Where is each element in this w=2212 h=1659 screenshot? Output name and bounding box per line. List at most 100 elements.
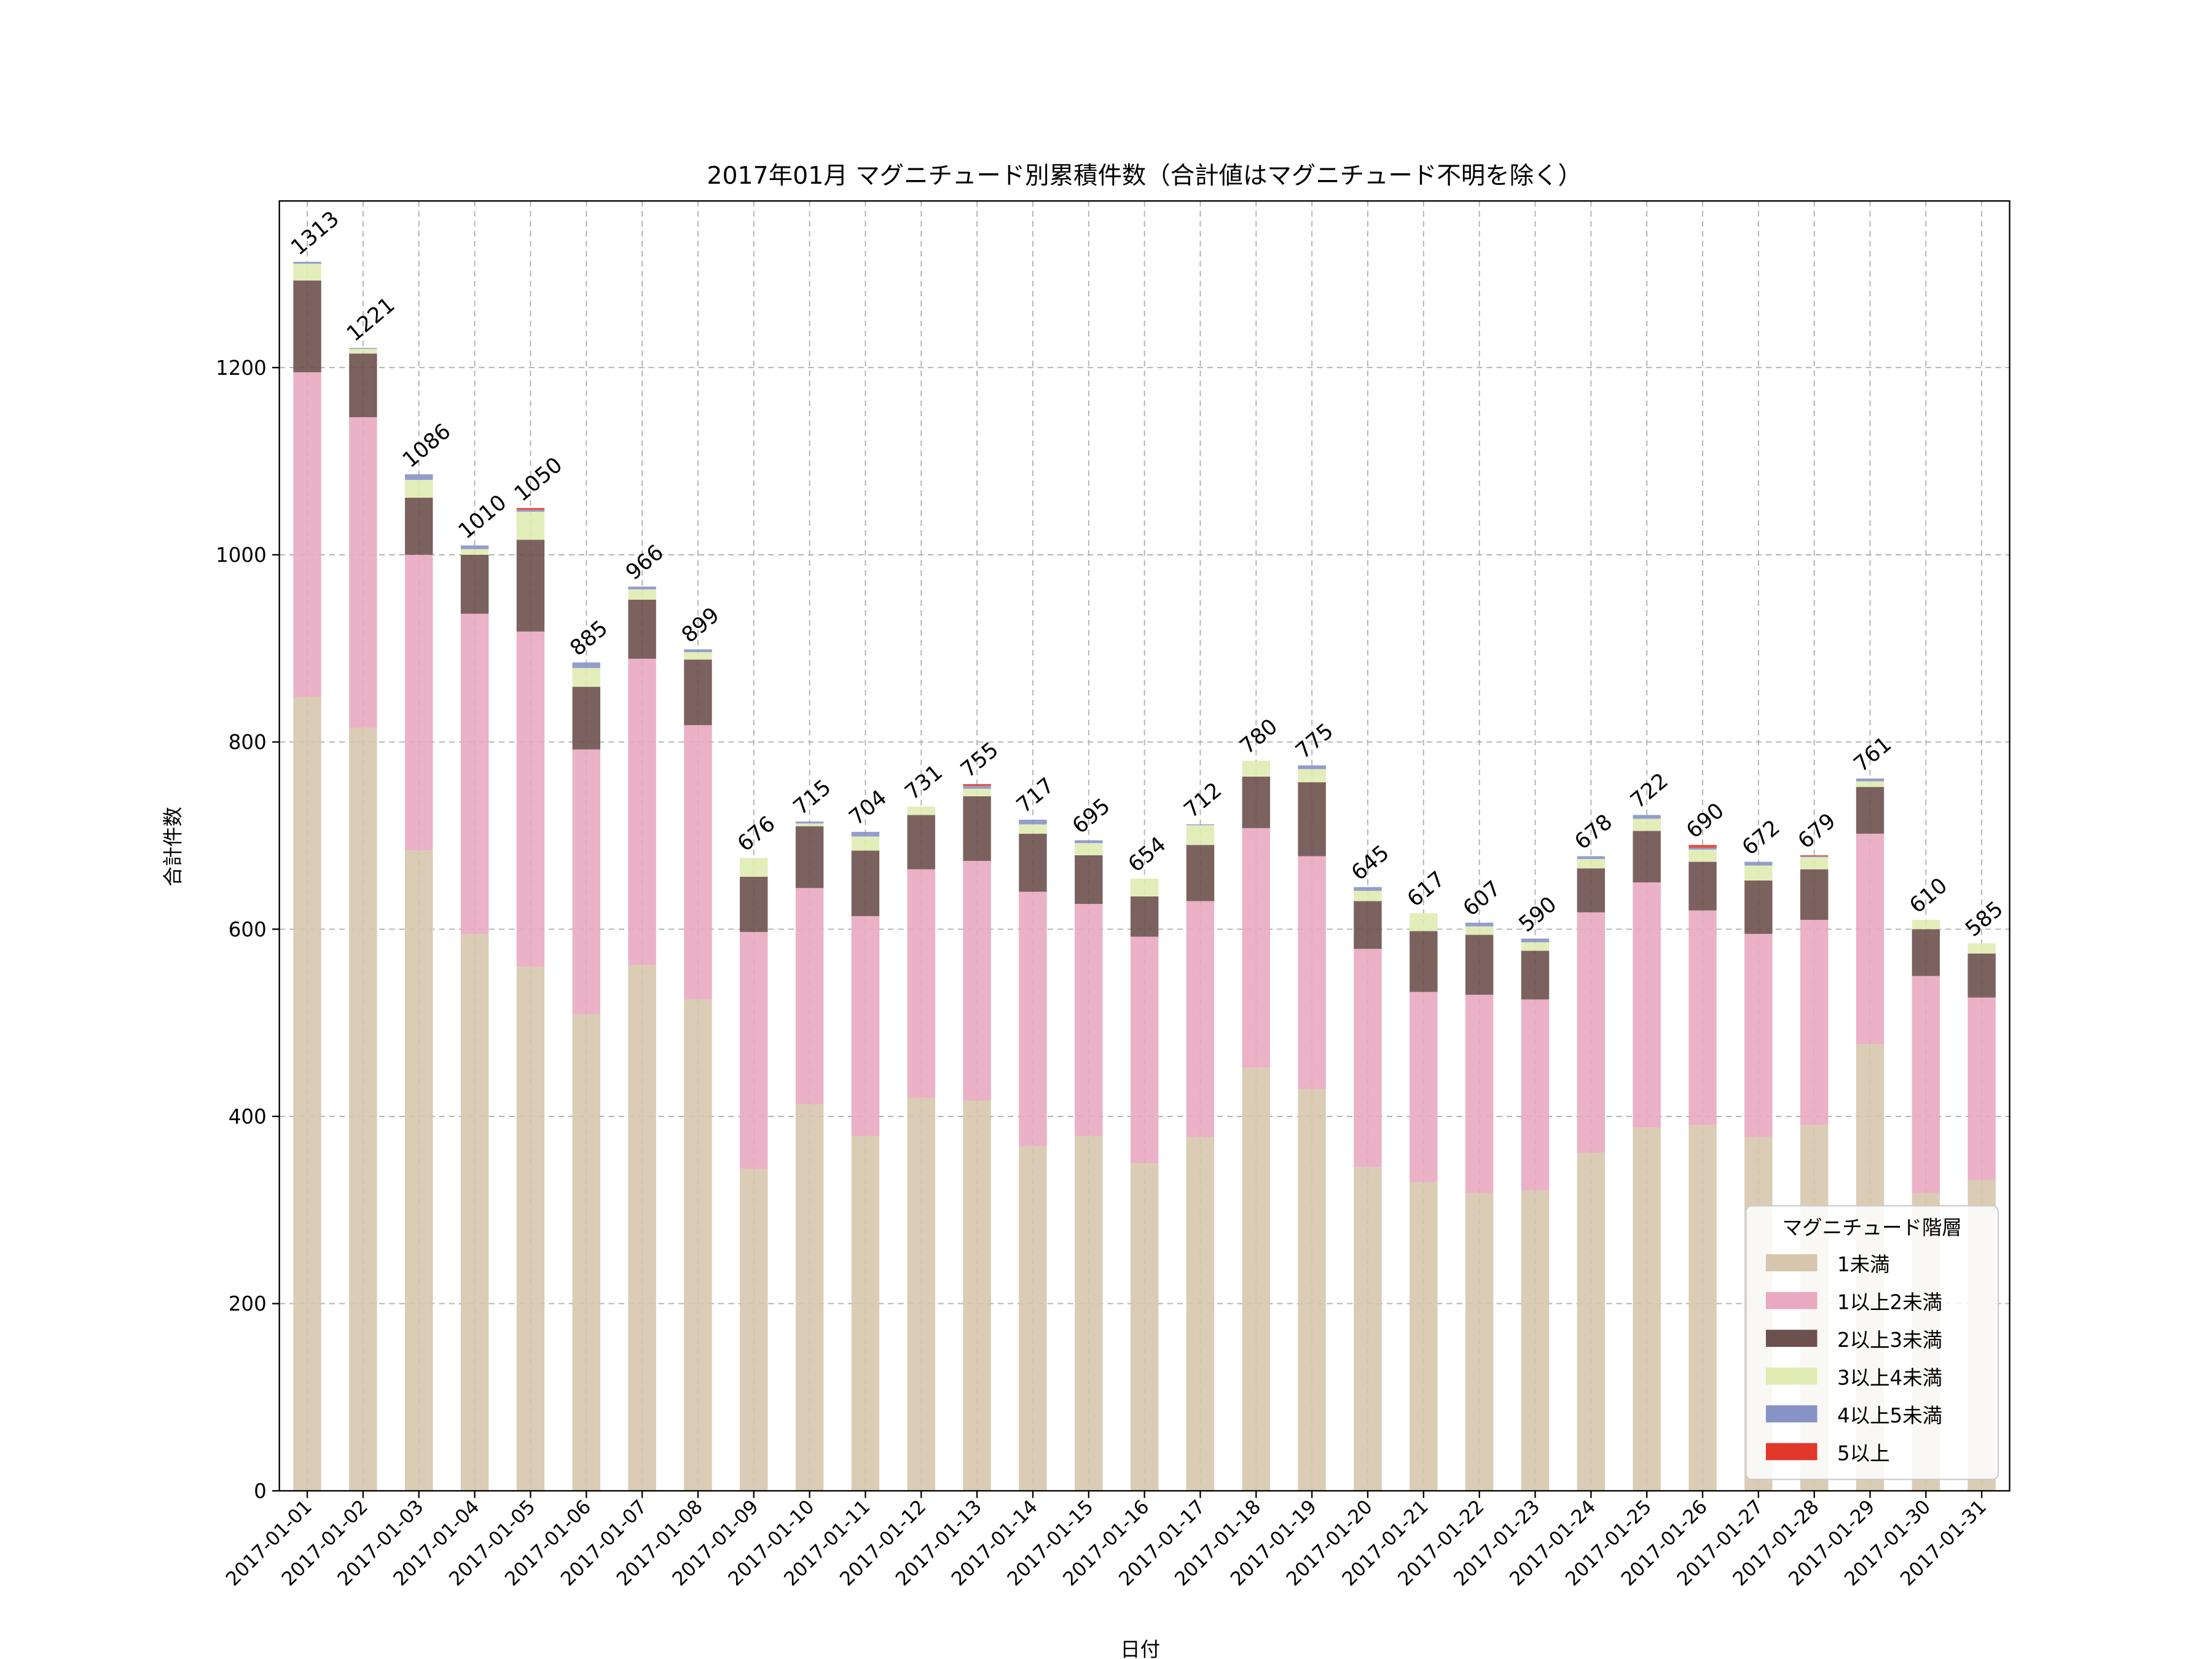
bar-segment-5 (1577, 856, 1606, 860)
legend-label: 1未満 (1837, 1253, 1890, 1276)
bar-segment-4 (1075, 843, 1103, 855)
bar-segment-2 (405, 554, 433, 851)
bar-segment-2 (963, 861, 991, 1101)
bar-segment-2 (1688, 910, 1717, 1125)
legend-swatch (1765, 1292, 1818, 1309)
bar-segment-3 (1130, 896, 1159, 937)
bar-segment-4 (1967, 943, 1996, 954)
bar-segment-2 (1075, 904, 1103, 1136)
bar-segment-2 (1856, 833, 1885, 1045)
bar-segment-5 (795, 822, 824, 824)
bar-segment-5 (1298, 765, 1326, 769)
bar-segment-4 (1800, 857, 1829, 869)
bar-segment-5 (349, 348, 377, 349)
bar-segment-3 (1410, 931, 1438, 992)
legend-label: 2以上3未満 (1837, 1328, 1942, 1352)
bar-segment-1 (1521, 1190, 1550, 1491)
bar-segment-3 (1856, 786, 1885, 834)
bar-segment-6 (1688, 845, 1717, 848)
y-tick-label: 1000 (216, 544, 267, 567)
bar-segment-4 (1410, 913, 1438, 931)
bar-segment-6 (1800, 855, 1829, 857)
bar-segment-3 (349, 353, 377, 417)
chart-title: 2017年01月 マグニチュード別累積件数（合計値はマグニチュード不明を除く） (707, 162, 1582, 190)
bar-segment-4 (1577, 859, 1606, 869)
bar-segment-4 (1354, 890, 1382, 901)
bar-segment-2 (1354, 949, 1382, 1167)
bar-segment-1 (963, 1100, 991, 1491)
bar-segment-6 (963, 784, 991, 786)
bar-segment-2 (1465, 994, 1494, 1193)
bar-segment-2 (1744, 933, 1773, 1137)
bar-segment-2 (1186, 901, 1215, 1137)
bar-segment-3 (740, 876, 768, 932)
x-axis-label: 日付 (1120, 1637, 1160, 1659)
bar-segment-4 (1019, 824, 1047, 834)
bar-segment-4 (628, 589, 656, 600)
bar-segment-4 (907, 806, 935, 815)
legend-title: マグニチュード階層 (1783, 1216, 1962, 1239)
bar-segment-1 (907, 1097, 935, 1491)
bar-segment-5 (1856, 778, 1885, 782)
bar-segment-2 (460, 613, 489, 934)
bar-segment-5 (572, 662, 600, 669)
bar-segment-1 (1186, 1137, 1215, 1491)
bar-segment-2 (851, 916, 880, 1136)
bar-segment-4 (516, 511, 545, 540)
bar-segment-1 (1075, 1135, 1103, 1491)
y-tick-label: 200 (229, 1292, 267, 1316)
bar-segment-3 (572, 686, 600, 750)
bar-segment-2 (1410, 992, 1438, 1182)
bar-segment-2 (1019, 892, 1047, 1147)
bar-segment-1 (1688, 1124, 1717, 1491)
bar-segment-4 (572, 668, 600, 687)
bar-segment-5 (1354, 887, 1382, 891)
bar-segment-4 (963, 788, 991, 796)
bar-segment-5 (1186, 824, 1215, 826)
bar-segment-2 (1633, 882, 1661, 1128)
bar-segment-4 (851, 836, 880, 851)
bar-segment-1 (1130, 1163, 1159, 1491)
bar-segment-1 (684, 999, 712, 1491)
bar-segment-2 (516, 631, 545, 967)
bar-segment-5 (628, 586, 656, 590)
bar-segment-3 (1019, 833, 1047, 892)
bar-segment-2 (740, 931, 768, 1169)
bar-segment-3 (963, 796, 991, 861)
bar-segment-1 (628, 965, 656, 1491)
bar-segment-2 (349, 417, 377, 728)
bar-segment-1 (293, 697, 321, 1491)
bar-segment-3 (516, 539, 545, 632)
bar-segment-3 (1521, 951, 1550, 1000)
bar-segment-1 (1465, 1193, 1494, 1491)
bar-segment-2 (1800, 920, 1829, 1125)
bar-segment-2 (1967, 997, 1996, 1180)
bar-segment-3 (684, 659, 712, 726)
bar-segment-3 (1633, 831, 1661, 883)
bar-segment-4 (795, 823, 824, 826)
y-tick-label: 1200 (216, 356, 267, 380)
bar-segment-4 (1744, 865, 1773, 881)
bar-segment-3 (795, 826, 824, 888)
y-tick-label: 400 (229, 1105, 267, 1129)
bar-segment-1 (795, 1104, 824, 1491)
bar-segment-3 (1465, 935, 1494, 995)
bar-segment-1 (1577, 1153, 1606, 1491)
bar-segment-3 (1800, 869, 1829, 920)
bar-segment-6 (516, 508, 545, 510)
bar-segment-4 (1130, 878, 1159, 896)
bar-segment-3 (405, 497, 433, 555)
bar-segment-4 (349, 348, 377, 354)
bar-segment-1 (1633, 1128, 1661, 1491)
bar-segment-5 (963, 786, 991, 789)
bar-segment-5 (516, 509, 545, 512)
bar-segment-2 (1577, 912, 1606, 1153)
bar-segment-2 (1298, 856, 1326, 1089)
bar-segment-5 (1633, 815, 1661, 819)
bar-segment-3 (1688, 861, 1717, 911)
bar-segment-4 (1633, 818, 1661, 831)
bar-segment-2 (1130, 936, 1159, 1164)
bar-segment-1 (516, 967, 545, 1491)
bar-segment-4 (1186, 825, 1215, 845)
